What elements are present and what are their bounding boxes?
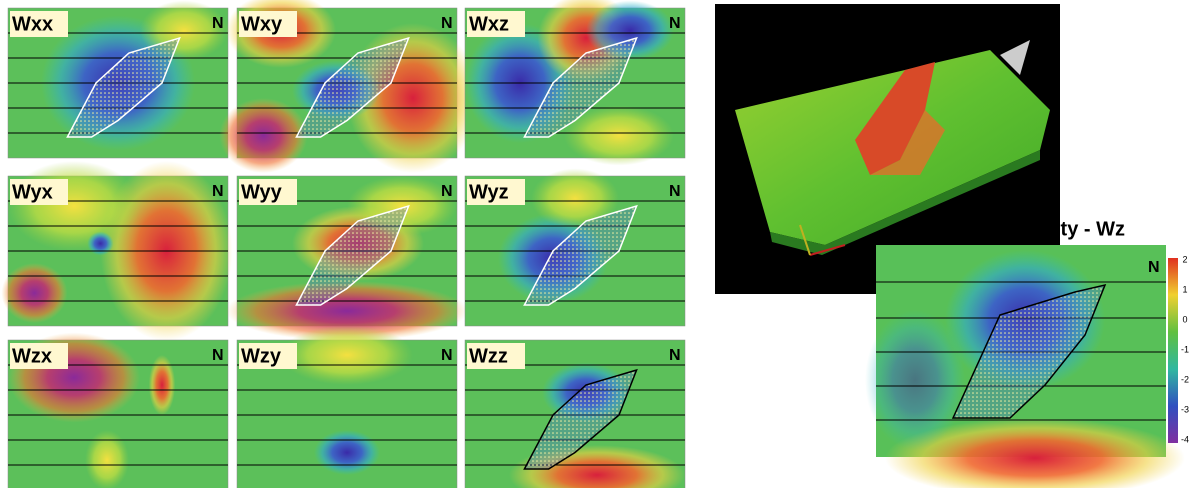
panel-label: Wzz xyxy=(469,345,508,367)
north-label: N xyxy=(669,347,681,364)
colorbar-label: -3 xyxy=(1181,404,1189,414)
figure: Wxx N Wxy N Wxz N Wyx N Wyy N Wyz N Wzx N Wzy N Wzz N ity… xyxy=(0,0,1198,488)
map-panel: Wyy N xyxy=(226,176,468,341)
large-map-title: ity - Wz xyxy=(1055,218,1125,240)
anomaly xyxy=(85,430,129,488)
colorbar-label: 0 xyxy=(1182,314,1187,324)
north-label: N xyxy=(212,183,224,200)
panel-label: Wzy xyxy=(241,345,282,367)
large-map: ity - Wz N xyxy=(865,218,1185,488)
anomaly xyxy=(314,430,380,475)
map-panel: Wzy N xyxy=(237,325,457,488)
panel-label: Wyy xyxy=(241,181,283,203)
map-panel: Wyx N xyxy=(1,161,232,341)
north-label: N xyxy=(212,15,224,32)
map-panel: Wzx N xyxy=(8,333,228,488)
colorbar-label: -4 xyxy=(1181,434,1189,444)
north-label: N xyxy=(669,183,681,200)
north-label: N xyxy=(669,15,681,32)
panel-label: Wyz xyxy=(469,181,509,203)
panel-label: Wzx xyxy=(12,345,52,367)
colorbar-label: -1 xyxy=(1181,344,1189,354)
colorbar-label: -2 xyxy=(1181,374,1189,384)
north-label: N xyxy=(212,347,224,364)
anomaly xyxy=(87,232,113,256)
anomaly xyxy=(1,263,67,323)
map-panel: Wxy N xyxy=(219,0,479,173)
map-panel: Wxz N xyxy=(465,0,685,166)
anomaly xyxy=(8,161,140,251)
panel-label: Wyx xyxy=(12,181,53,203)
panel-label: Wxx xyxy=(12,13,53,35)
colorbar-label: 2 xyxy=(1182,254,1187,264)
anomaly xyxy=(149,355,175,415)
north-label: N xyxy=(441,15,453,32)
panel-label: Wxy xyxy=(241,13,283,35)
colorbar-label: 1 xyxy=(1182,284,1187,294)
map-panel: Wzz N xyxy=(465,340,685,488)
north-label: N xyxy=(441,347,453,364)
north-label: N xyxy=(1148,259,1160,276)
panel-label: Wxz xyxy=(469,13,509,35)
anomaly xyxy=(219,98,307,173)
north-label: N xyxy=(441,183,453,200)
map-panel: Wyz N xyxy=(465,169,685,327)
map-panel: Wxx N xyxy=(8,1,228,159)
anomaly xyxy=(281,325,413,385)
